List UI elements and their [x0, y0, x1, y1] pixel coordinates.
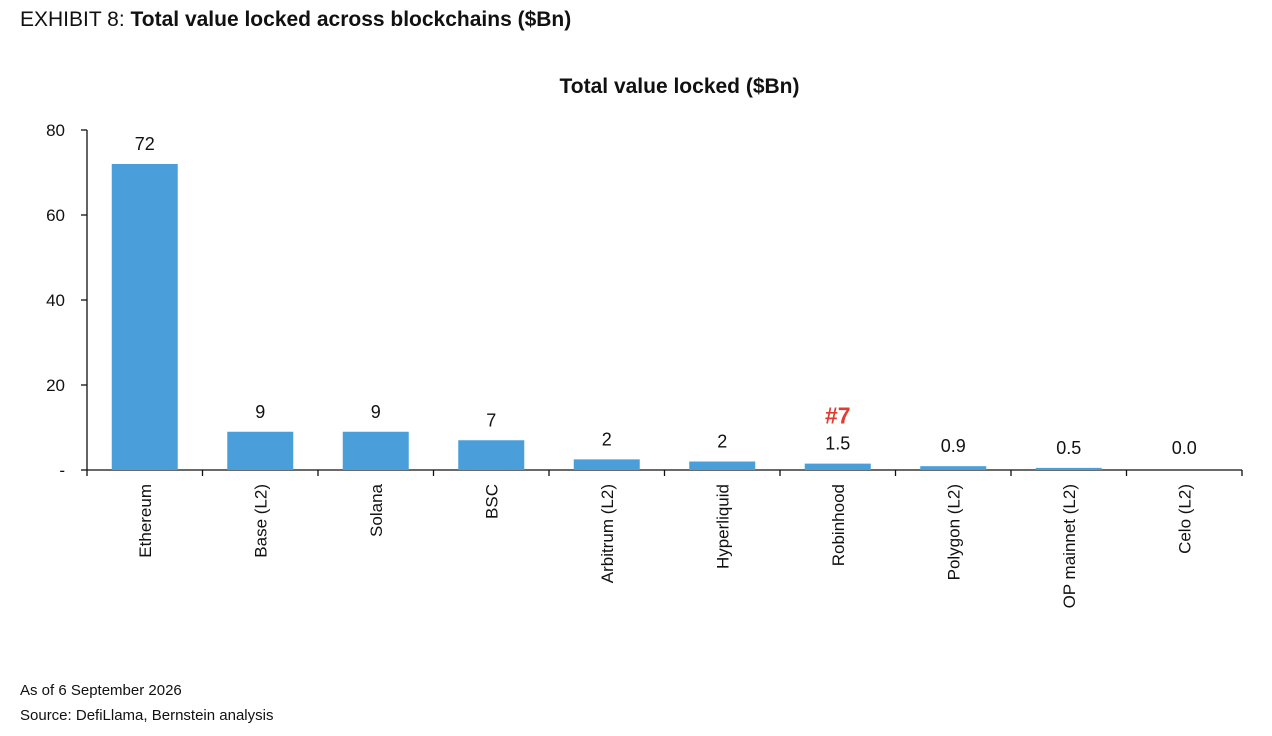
bar: [1035, 467, 1102, 470]
data-label: 1.5: [825, 434, 850, 454]
bar: [342, 431, 409, 470]
data-label: 72: [135, 134, 155, 154]
category-label: Solana: [367, 483, 386, 536]
bar: [804, 463, 871, 470]
category-label: Ethereum: [136, 484, 155, 558]
y-tick-label: 20: [46, 376, 65, 395]
bar: [573, 459, 640, 470]
data-label: 9: [371, 402, 381, 422]
category-label: Base (L2): [251, 484, 270, 558]
category-label: Hyperliquid: [713, 484, 732, 569]
data-label: 0.5: [1056, 438, 1081, 458]
bar: [227, 431, 294, 470]
y-tick-label: 40: [46, 291, 65, 310]
category-label: Arbitrum (L2): [598, 484, 617, 583]
data-label: 0.9: [941, 436, 966, 456]
data-label: 2: [717, 432, 727, 452]
data-label: 9: [255, 402, 265, 422]
y-tick-label: 80: [46, 121, 65, 140]
data-label: 0.0: [1172, 438, 1197, 458]
category-label: Celo (L2): [1175, 484, 1194, 554]
data-label: 2: [602, 429, 612, 449]
source-note: Source: DefiLlama, Bernstein analysis: [20, 707, 274, 724]
as-of-note: As of 6 September 2026: [20, 682, 182, 699]
y-tick-label: 60: [46, 206, 65, 225]
bar: [458, 440, 525, 470]
bar: [111, 164, 178, 470]
category-label: BSC: [482, 484, 501, 519]
exhibit-heading: EXHIBIT 8: Total value locked across blo…: [20, 8, 571, 32]
y-tick-label: -: [59, 461, 65, 480]
category-label: Polygon (L2): [944, 484, 963, 580]
category-label: OP mainnet (L2): [1060, 484, 1079, 608]
bar: [920, 466, 987, 470]
category-label: Robinhood: [829, 484, 848, 566]
chart-title: Total value locked ($Bn): [560, 75, 800, 98]
bar: [689, 461, 756, 470]
rank-annotation: #7: [825, 403, 851, 429]
data-label: 7: [486, 410, 496, 430]
exhibit-prefix: EXHIBIT 8:: [20, 8, 131, 31]
exhibit-title: Total value locked across blockchains ($…: [130, 8, 572, 31]
